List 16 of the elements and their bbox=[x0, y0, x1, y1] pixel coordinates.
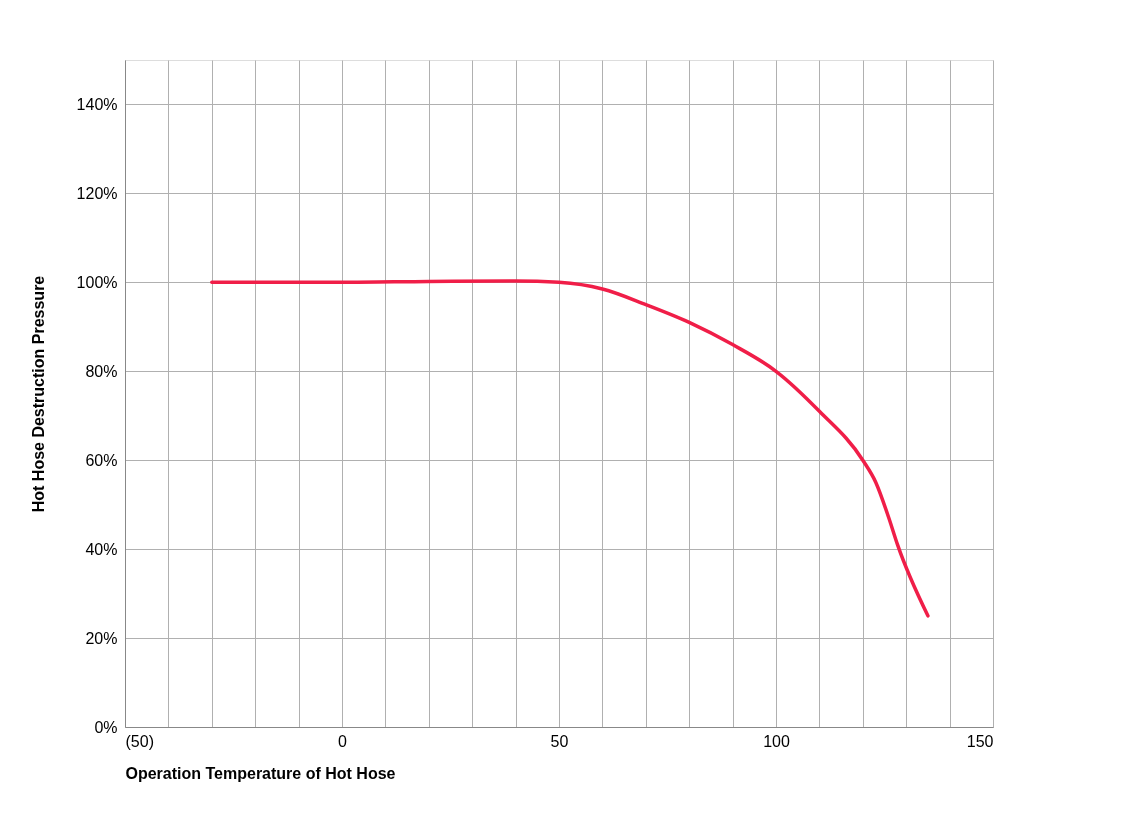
y-tick-label: 120% bbox=[76, 184, 118, 202]
y-tick-label: 0% bbox=[94, 718, 118, 736]
y-tick-label: 80% bbox=[85, 362, 118, 380]
y-tick-label: 40% bbox=[85, 540, 118, 558]
x-tick-label: (50) bbox=[125, 732, 154, 750]
y-tick-label: 100% bbox=[76, 273, 118, 291]
x-tick-label: 0 bbox=[338, 732, 348, 750]
y-tick-label: 20% bbox=[85, 629, 118, 647]
x-tick-label: 150 bbox=[966, 732, 994, 750]
line-series bbox=[210, 279, 930, 618]
x-tick-label: 50 bbox=[550, 732, 569, 750]
y-tick-label: 60% bbox=[85, 451, 118, 469]
x-axis-title: Operation Temperature of Hot Hose bbox=[125, 764, 396, 782]
x-tick-label: 100 bbox=[763, 732, 790, 750]
y-tick-label: 140% bbox=[76, 95, 118, 113]
y-axis-title: Hot Hose Destruction Pressure bbox=[29, 275, 47, 513]
